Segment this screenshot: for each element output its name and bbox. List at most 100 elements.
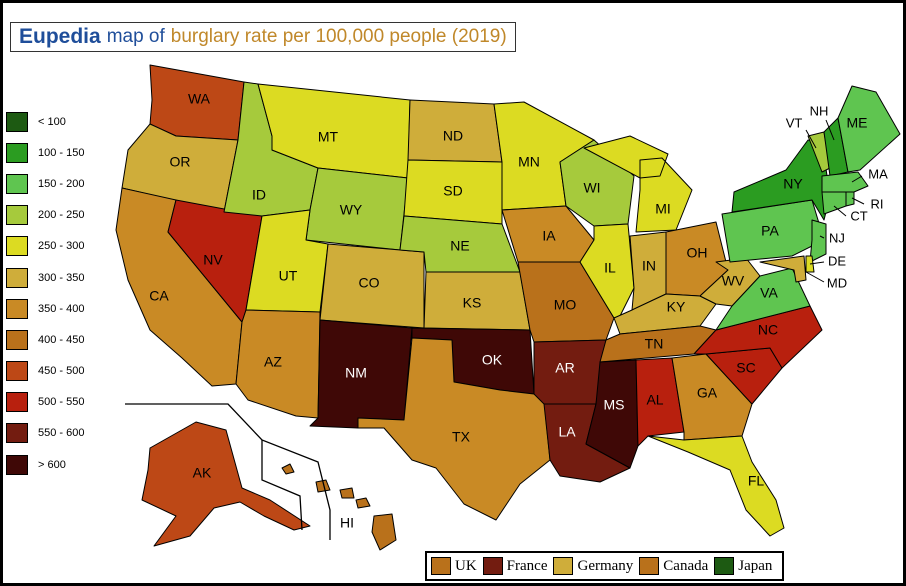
legend-swatch — [6, 392, 28, 413]
legend-row: 250 - 300 — [6, 231, 84, 262]
hi-islands — [281, 463, 397, 551]
legend-row: 450 - 500 — [6, 356, 84, 387]
state-label-id: ID — [252, 187, 266, 203]
comparison-label: UK — [455, 557, 477, 574]
state-label-la: LA — [558, 424, 576, 440]
comparison-item: France — [482, 557, 547, 575]
comparison-item: Canada — [639, 557, 708, 575]
map-title: Eupedia map of burglary rate per 100,000… — [10, 22, 516, 52]
comparison-swatch — [482, 557, 503, 575]
state-label-ar: AR — [555, 360, 574, 376]
state-label-pa: PA — [761, 223, 779, 239]
legend-swatch — [6, 423, 28, 444]
legend-swatch — [6, 236, 28, 257]
state-label-ak: AK — [193, 465, 212, 481]
legend-row: 150 - 200 — [6, 168, 84, 199]
legend-label: 400 - 450 — [38, 333, 85, 346]
state-label-nm: NM — [345, 365, 367, 381]
state-label-tx: TX — [452, 429, 471, 445]
state-label-az: AZ — [264, 354, 282, 370]
state-shape-wy — [305, 167, 409, 251]
legend-label: 550 - 600 — [38, 427, 85, 440]
state-label-il: IL — [604, 260, 616, 276]
state-label-ks: KS — [463, 295, 482, 311]
comparison-swatch — [553, 557, 574, 575]
state-shape-nj — [809, 219, 827, 263]
state-label-ne: NE — [450, 238, 469, 254]
inset-divider — [125, 403, 331, 540]
title-brand: Eupedia — [19, 25, 101, 48]
state-label-ms: MS — [604, 397, 625, 413]
comparison-label: Japan — [738, 557, 773, 574]
comparison-item: Japan — [714, 557, 772, 575]
legend-swatch — [6, 267, 28, 288]
state-label-ok: OK — [482, 352, 503, 368]
state-label-ca: CA — [149, 288, 169, 304]
legend-row: 100 - 150 — [6, 137, 84, 168]
state-label-in: IN — [642, 258, 656, 274]
state-label-md: MD — [827, 275, 847, 290]
state-label-mi: MI — [655, 201, 671, 217]
comparison-item: Germany — [553, 557, 633, 575]
legend-row: 400 - 450 — [6, 324, 84, 355]
state-label-de: DE — [828, 253, 846, 268]
legend-label: 200 - 250 — [38, 209, 85, 222]
state-shape-va — [715, 267, 811, 331]
legend-label: < 100 — [38, 115, 66, 128]
state-label-ri: RI — [871, 196, 884, 211]
state-label-wa: WA — [188, 91, 211, 107]
legend-label: 450 - 500 — [38, 365, 85, 378]
legend-swatch — [6, 111, 28, 132]
title-subtitle: burglary rate per 100,000 people (2019) — [170, 26, 507, 47]
legend-label: > 600 — [38, 458, 66, 471]
title-connector: map of — [106, 26, 165, 47]
state-label-me: ME — [847, 115, 868, 131]
state-label-oh: OH — [687, 245, 708, 261]
legend-swatch — [6, 142, 28, 163]
country-comparison-legend: UK France Germany Canada Japan — [425, 551, 785, 581]
state-label-ky: KY — [667, 299, 686, 315]
state-shape-fl — [647, 435, 785, 537]
state-label-wy: WY — [340, 202, 363, 218]
state-label-co: CO — [359, 275, 380, 291]
legend-row: 550 - 600 — [6, 418, 84, 449]
legend-label: 300 - 350 — [38, 271, 85, 284]
state-label-nd: ND — [443, 128, 463, 144]
legend-label: 150 - 200 — [38, 177, 85, 190]
legend-label: 350 - 400 — [38, 302, 85, 315]
state-label-sd: SD — [443, 183, 462, 199]
state-label-nv: NV — [203, 252, 223, 268]
state-label-ut: UT — [279, 268, 298, 284]
state-shape-md — [759, 255, 807, 283]
legend-row: 200 - 250 — [6, 200, 84, 231]
legend-label: 250 - 300 — [38, 240, 85, 253]
state-shape-tx — [357, 337, 551, 521]
state-label-mo: MO — [554, 297, 577, 313]
state-label-nc: NC — [758, 322, 778, 338]
comparison-label: Germany — [577, 557, 634, 574]
state-label-mt: MT — [318, 129, 339, 145]
legend-row: 350 - 400 — [6, 293, 84, 324]
comparison-label: Canada — [663, 557, 709, 574]
legend-label: 100 - 150 — [38, 146, 85, 159]
state-label-mn: MN — [518, 154, 540, 170]
state-label-ia: IA — [542, 228, 556, 244]
legend-swatch — [6, 205, 28, 226]
state-label-nj: NJ — [829, 230, 845, 245]
legend-row: 300 - 350 — [6, 262, 84, 293]
state-label-wi: WI — [583, 180, 600, 196]
state-shape-ak — [141, 421, 311, 547]
state-shape-ri — [845, 191, 855, 207]
legend-swatch — [6, 173, 28, 194]
legend-label: 500 - 550 — [38, 396, 85, 409]
state-shape-al — [635, 357, 685, 447]
comparison-swatch — [714, 557, 735, 575]
state-label-hi: HI — [340, 515, 354, 531]
state-label-wv: WV — [722, 273, 745, 289]
state-label-ma: MA — [868, 166, 888, 181]
legend-swatch — [6, 329, 28, 350]
state-label-al: AL — [646, 392, 663, 408]
comparison-item: UK — [431, 557, 477, 575]
state-label-ga: GA — [697, 385, 718, 401]
